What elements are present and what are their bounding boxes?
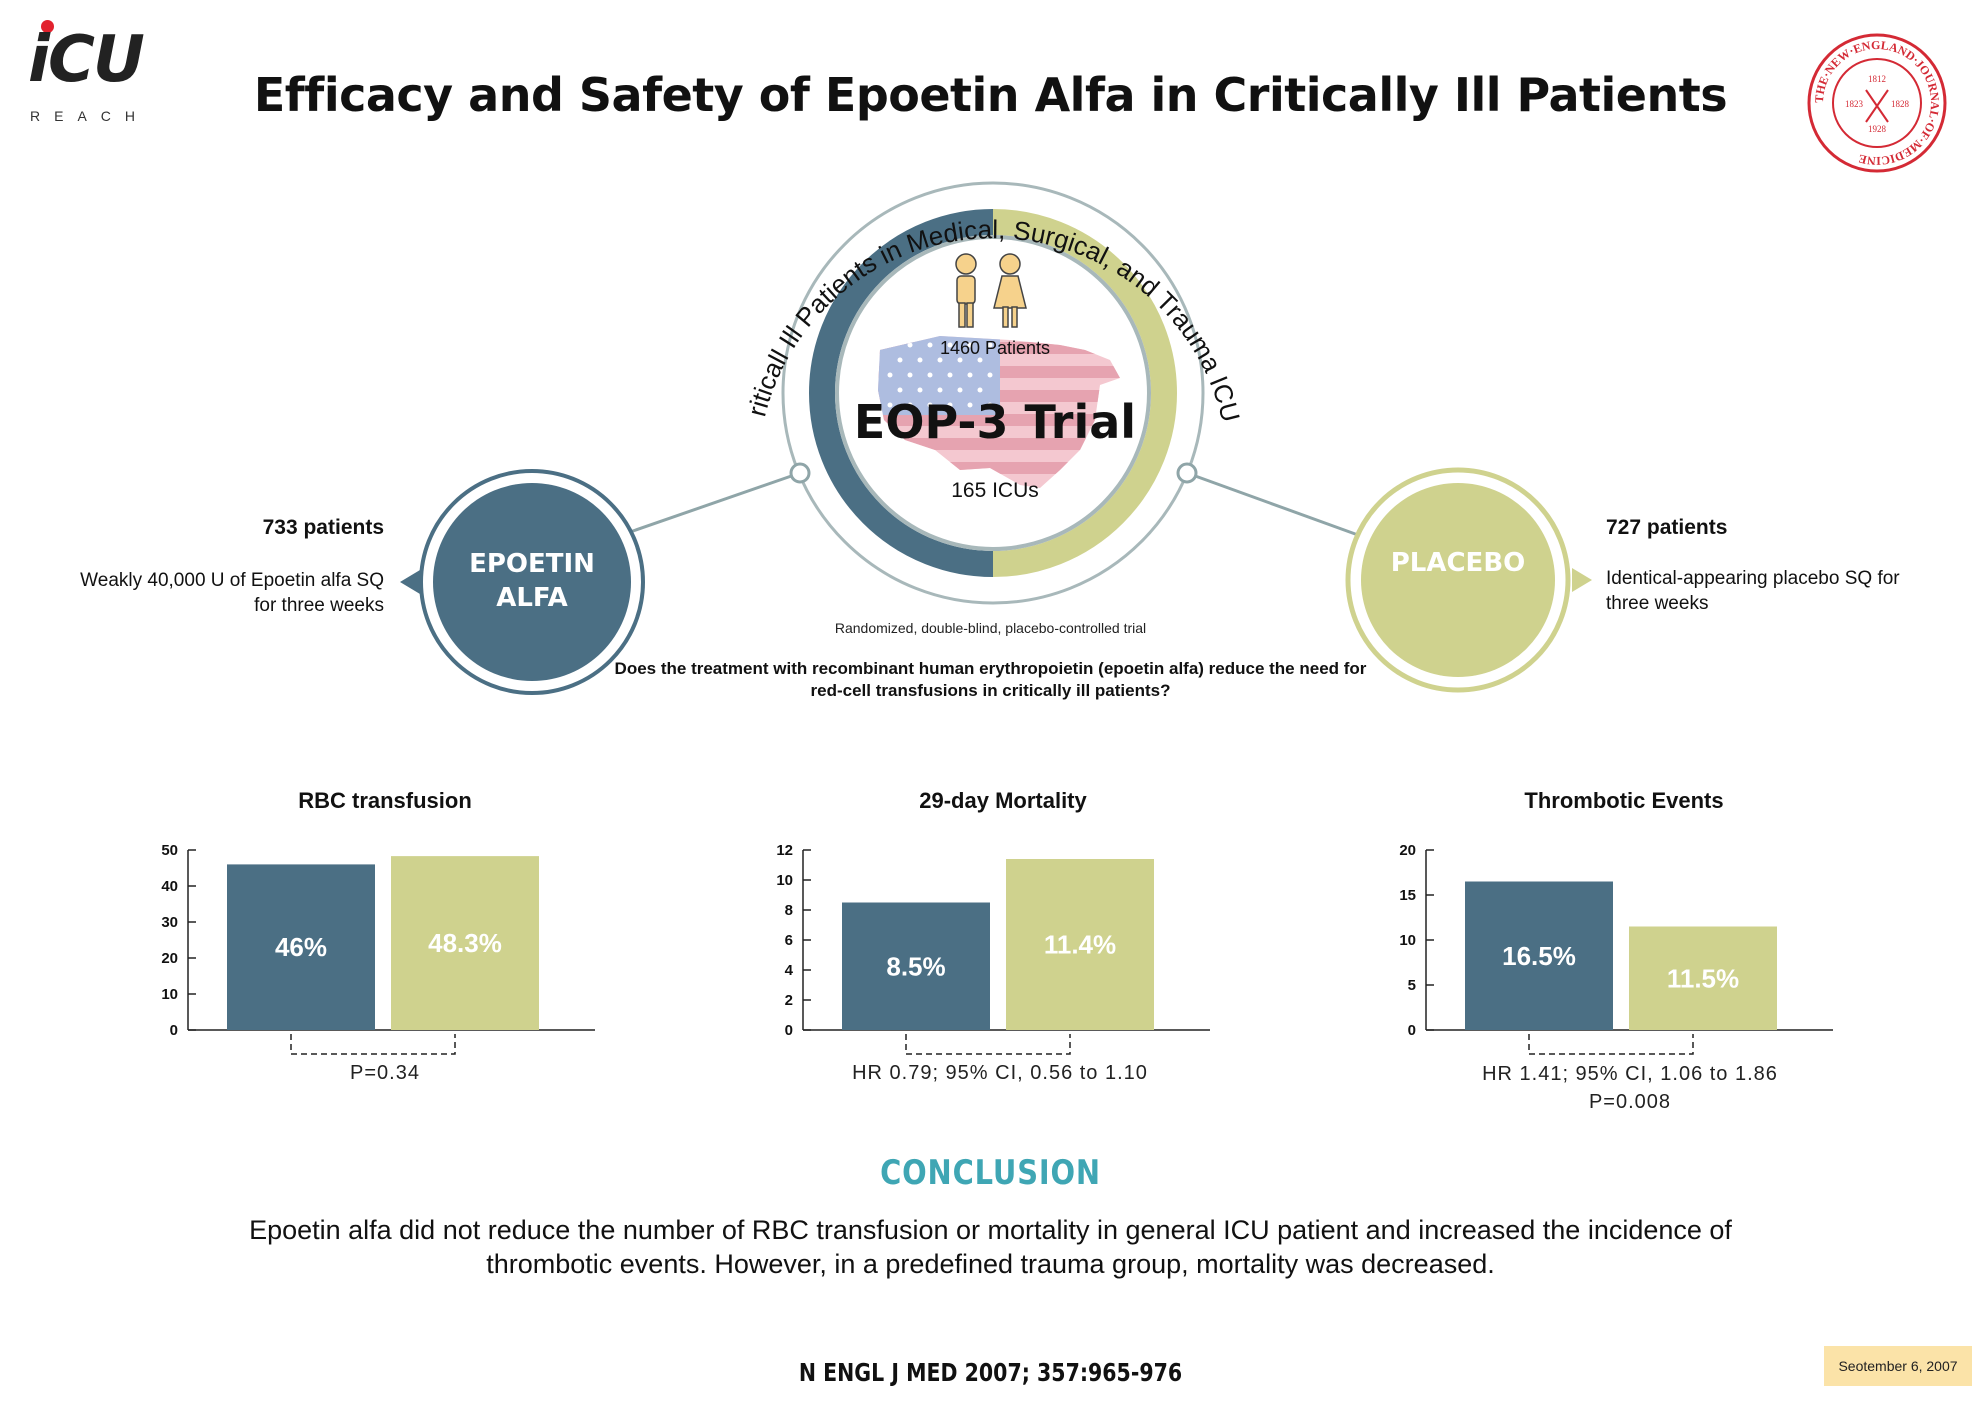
rbc-pvalue: P=0.34 bbox=[350, 1062, 420, 1084]
y-tick-label: 6 bbox=[785, 932, 793, 949]
placebo-pointer bbox=[1572, 568, 1592, 592]
epoetin-pointer bbox=[400, 570, 420, 594]
y-tick-label: 40 bbox=[161, 878, 178, 895]
epoetin-label-line1: EPOETIN bbox=[469, 549, 595, 579]
seal-year-right: 1828 bbox=[1891, 99, 1910, 109]
logo-word: iCU bbox=[28, 23, 145, 97]
placebo-ring-half bbox=[992, 209, 1177, 577]
y-tick-label: 20 bbox=[161, 950, 178, 967]
comparison-bracket bbox=[1528, 1034, 1694, 1055]
mortality-hazard-ratio: HR 0.79; 95% CI, 0.56 to 1.10 bbox=[852, 1062, 1148, 1084]
y-tick-label: 12 bbox=[776, 842, 793, 859]
epoetin-desc-line1: Weakly 40,000 U of Epoetin alfa SQ bbox=[80, 570, 384, 591]
epoetin-description: Weakly 40,000 U of Epoetin alfa SQ for t… bbox=[20, 568, 384, 618]
data-label: 11.5% bbox=[1667, 963, 1739, 993]
ring-node-right bbox=[1176, 462, 1198, 484]
conclusion-heading: CONCLUSION bbox=[880, 1153, 1101, 1193]
data-label: 8.5% bbox=[886, 951, 945, 981]
chart-title-thrombotic: Thrombotic Events bbox=[1524, 788, 1724, 813]
icu-reach-logo: iCU REACH bbox=[28, 18, 158, 128]
seal-emblem-icon bbox=[1865, 89, 1889, 123]
y-tick-label: 4 bbox=[785, 962, 794, 979]
data-label: 11.4% bbox=[1044, 930, 1116, 960]
icu-count: 165 ICUs bbox=[951, 479, 1039, 502]
data-label: 16.5% bbox=[1502, 941, 1576, 971]
conclusion-text: Epoetin alfa did not reduce the number o… bbox=[180, 1213, 1801, 1281]
thrombotic-events-chart: 0 5 10 15 20 16.5% 11.5% bbox=[1399, 842, 1833, 1055]
placebo-label: PLACEBO bbox=[1391, 548, 1526, 578]
bar-placebo bbox=[1629, 926, 1777, 1030]
data-label: 48.3% bbox=[428, 928, 502, 958]
citation: N ENGL J MED 2007; 357:965-976 bbox=[798, 1358, 1183, 1387]
placebo-desc-line2: three weeks bbox=[1606, 593, 1709, 614]
chart-title-mortality: 29-day Mortality bbox=[919, 788, 1087, 813]
comparison-bracket bbox=[290, 1034, 456, 1055]
bar-placebo bbox=[391, 856, 539, 1030]
bar-epoetin bbox=[1465, 881, 1613, 1030]
placebo-patient-count: 727 patients bbox=[1606, 516, 1728, 539]
date-text: Seotember 6, 2007 bbox=[1838, 1358, 1958, 1374]
y-tick-label: 20 bbox=[1399, 842, 1416, 859]
seal-year-top: 1812 bbox=[1868, 74, 1886, 84]
epoetin-desc-line2: for three weeks bbox=[254, 595, 384, 616]
data-label: 46% bbox=[275, 932, 327, 962]
research-question: Does the treatment with recombinant huma… bbox=[614, 659, 1367, 700]
trial-name: EOP-3 Trial bbox=[854, 395, 1136, 449]
logo-dot bbox=[41, 20, 54, 33]
y-tick-label: 0 bbox=[1408, 1022, 1416, 1039]
trial-design: Randomized, double-blind, placebo-contro… bbox=[834, 620, 1147, 636]
placebo-desc-line1: Identical-appearing placebo SQ for bbox=[1606, 568, 1900, 589]
y-tick-label: 8 bbox=[785, 902, 793, 919]
y-tick-label: 0 bbox=[785, 1022, 793, 1039]
patients-count: 1460 Patients bbox=[940, 338, 1050, 358]
placebo-description: Identical-appearing placebo SQ for three… bbox=[1606, 566, 1966, 616]
y-tick-label: 10 bbox=[161, 986, 178, 1003]
bar-placebo bbox=[1006, 859, 1154, 1030]
connector-line-left bbox=[629, 471, 801, 534]
y-tick-label: 2 bbox=[785, 992, 793, 1009]
comparison-bracket bbox=[905, 1034, 1071, 1055]
bar-epoetin bbox=[842, 902, 990, 1030]
mortality-chart: 0 2 4 6 8 10 12 8.5% 11.4% bbox=[776, 842, 1210, 1055]
trial-diagram: Criticall Ill Patients in Medical, Surgi… bbox=[0, 0, 1592, 695]
y-tick-label: 10 bbox=[776, 872, 793, 889]
epoetin-arm-circle bbox=[433, 483, 631, 681]
y-tick-label: 50 bbox=[161, 842, 178, 859]
thrombotic-pvalue: P=0.008 bbox=[1588, 1091, 1672, 1113]
y-tick-label: 10 bbox=[1399, 932, 1416, 949]
patients-icon bbox=[955, 253, 1027, 328]
bar-epoetin bbox=[227, 864, 375, 1030]
connector-line-right bbox=[1186, 471, 1359, 537]
outer-ring bbox=[781, 181, 1205, 605]
chart-title-rbc: RBC transfusion bbox=[298, 788, 472, 813]
epoetin-patient-count: 733 patients bbox=[262, 516, 384, 539]
nejm-seal-logo: THE·NEW·ENGLAND·JOURNAL·OF·MEDICINE 1812… bbox=[1807, 33, 1947, 173]
seal-year-bottom: 1928 bbox=[1868, 124, 1887, 134]
logo-subtitle: REACH bbox=[30, 108, 150, 124]
thrombotic-hazard-ratio: HR 1.41; 95% CI, 1.06 to 1.86 bbox=[1482, 1063, 1778, 1085]
usa-flag-map bbox=[878, 336, 1120, 488]
epoetin-label-line2: ALFA bbox=[496, 583, 568, 613]
y-tick-label: 5 bbox=[1408, 977, 1416, 994]
epoetin-ring-half bbox=[809, 209, 994, 577]
conclusion-line2: thrombotic events. However, in a predefi… bbox=[486, 1249, 1495, 1279]
date-badge: Seotember 6, 2007 bbox=[1824, 1346, 1972, 1386]
rbc-transfusion-chart: 0 10 20 30 40 50 46% 48.3% bbox=[161, 842, 595, 1055]
seal-year-left: 1823 bbox=[1845, 99, 1864, 109]
placebo-arm-circle bbox=[1361, 483, 1555, 677]
y-tick-label: 0 bbox=[170, 1022, 178, 1039]
ring-node-left bbox=[789, 462, 811, 484]
page-title: Efficacy and Safety of Epoetin Alfa in C… bbox=[253, 68, 1728, 122]
conclusion-line1: Epoetin alfa did not reduce the number o… bbox=[249, 1215, 1732, 1245]
y-tick-label: 15 bbox=[1399, 887, 1416, 904]
y-tick-label: 30 bbox=[161, 914, 178, 931]
